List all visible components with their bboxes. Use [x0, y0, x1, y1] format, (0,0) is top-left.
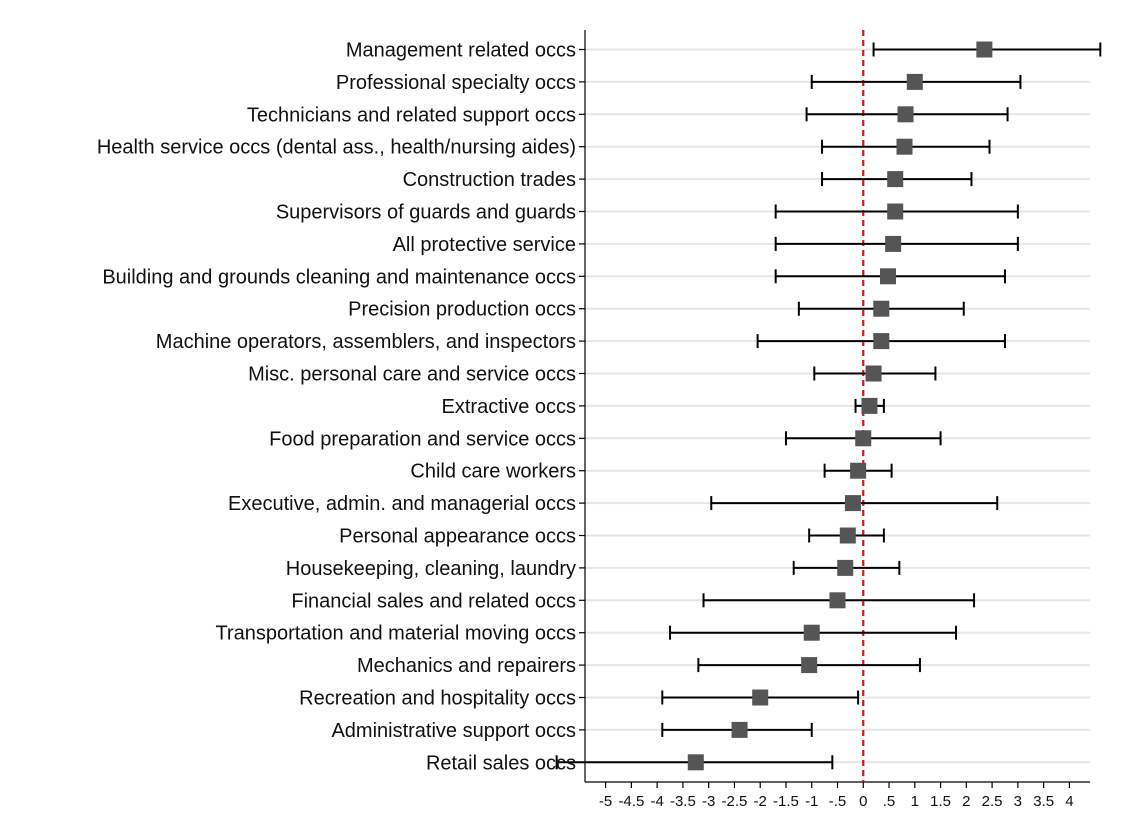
point-estimate-marker: [731, 721, 748, 738]
x-tick-label: 2.5: [982, 793, 1003, 810]
category-label: Extractive occs: [442, 396, 576, 418]
x-tick-label: 1.5: [930, 793, 951, 810]
point-estimate-marker: [850, 462, 867, 479]
axes: [579, 30, 1090, 788]
point-estimate-marker: [896, 138, 913, 155]
point-estimate-marker: [976, 41, 993, 58]
x-tick-label: 0: [859, 793, 867, 810]
category-label: Transportation and material moving occs: [215, 623, 576, 645]
category-label: Professional specialty occs: [336, 72, 576, 94]
point-estimate-marker: [829, 592, 846, 609]
point-estimate-marker: [861, 397, 878, 414]
category-label: Housekeeping, cleaning, laundry: [286, 558, 576, 580]
category-label: Management related occs: [346, 40, 576, 62]
x-tick-label: -2: [754, 793, 767, 810]
grid-lines: [585, 48, 1090, 764]
x-tick-label: -3.5: [670, 793, 696, 810]
x-tick-labels: -5 -4.5 -4 -3.5 -3 -2.5 -2 -1.5 -1 -.5 0 .5 1 1.5 2 2.5…: [599, 793, 1074, 810]
point-estimate-marker: [865, 365, 882, 382]
point-estimate-marker: [844, 495, 861, 512]
x-tick-label: 1: [911, 793, 919, 810]
category-label: Administrative support occs: [331, 720, 576, 742]
point-estimate-marker: [801, 657, 818, 674]
category-label: Retail sales occs: [426, 752, 576, 774]
x-tick-label: -4.5: [618, 793, 644, 810]
point-estimate-marker: [880, 268, 896, 285]
point-estimate-marker: [837, 559, 854, 576]
x-tick-label: 3: [1014, 793, 1022, 810]
category-label: Health service occs (dental ass., health…: [97, 137, 576, 159]
point-estimate-marker: [906, 73, 923, 90]
x-tick-label: 4: [1065, 793, 1073, 810]
point-markers: [687, 41, 993, 771]
category-label: All protective service: [393, 234, 576, 256]
point-estimate-marker: [839, 527, 856, 544]
point-estimate-marker: [687, 754, 704, 771]
category-label: Recreation and hospitality occs: [299, 688, 576, 710]
x-tick-label: -4: [650, 793, 663, 810]
category-labels: Management related occs Professional spec…: [97, 40, 576, 775]
point-estimate-marker: [873, 300, 890, 317]
point-estimate-marker: [887, 171, 904, 188]
x-tick-label: .5: [883, 793, 896, 810]
x-tick-label: -1: [805, 793, 818, 810]
category-label: Misc. personal care and service occs: [248, 364, 576, 386]
category-label: Construction trades: [403, 169, 576, 191]
category-label: Child care workers: [410, 461, 576, 483]
category-label: Technicians and related support occs: [247, 104, 576, 126]
x-tick-label: -3: [702, 793, 715, 810]
category-label: Executive, admin. and managerial occs: [228, 493, 576, 515]
x-tick-label: 2: [962, 793, 970, 810]
x-tick-label: 3.5: [1033, 793, 1054, 810]
point-estimate-marker: [855, 430, 872, 447]
category-label: Personal appearance occs: [339, 526, 576, 548]
point-estimate-marker: [897, 106, 914, 123]
x-tick-label: -.5: [829, 793, 847, 810]
category-label: Financial sales and related occs: [291, 590, 576, 612]
point-estimate-marker: [873, 333, 890, 350]
x-tick-label: -5: [599, 793, 612, 810]
category-label: Machine operators, assemblers, and inspe…: [156, 331, 576, 353]
category-label: Supervisors of guards and guards: [276, 202, 576, 224]
x-tick-label: -2.5: [722, 793, 748, 810]
point-estimate-marker: [752, 689, 769, 706]
point-estimate-marker: [885, 235, 902, 252]
category-label: Mechanics and repairers: [357, 655, 576, 677]
point-estimate-marker: [887, 203, 904, 220]
category-label: Building and grounds cleaning and mainte…: [102, 266, 576, 288]
category-label: Food preparation and service occs: [269, 428, 576, 450]
category-label: Precision production occs: [348, 299, 576, 321]
x-tick-label: -1.5: [773, 793, 799, 810]
point-estimate-marker: [803, 624, 820, 641]
